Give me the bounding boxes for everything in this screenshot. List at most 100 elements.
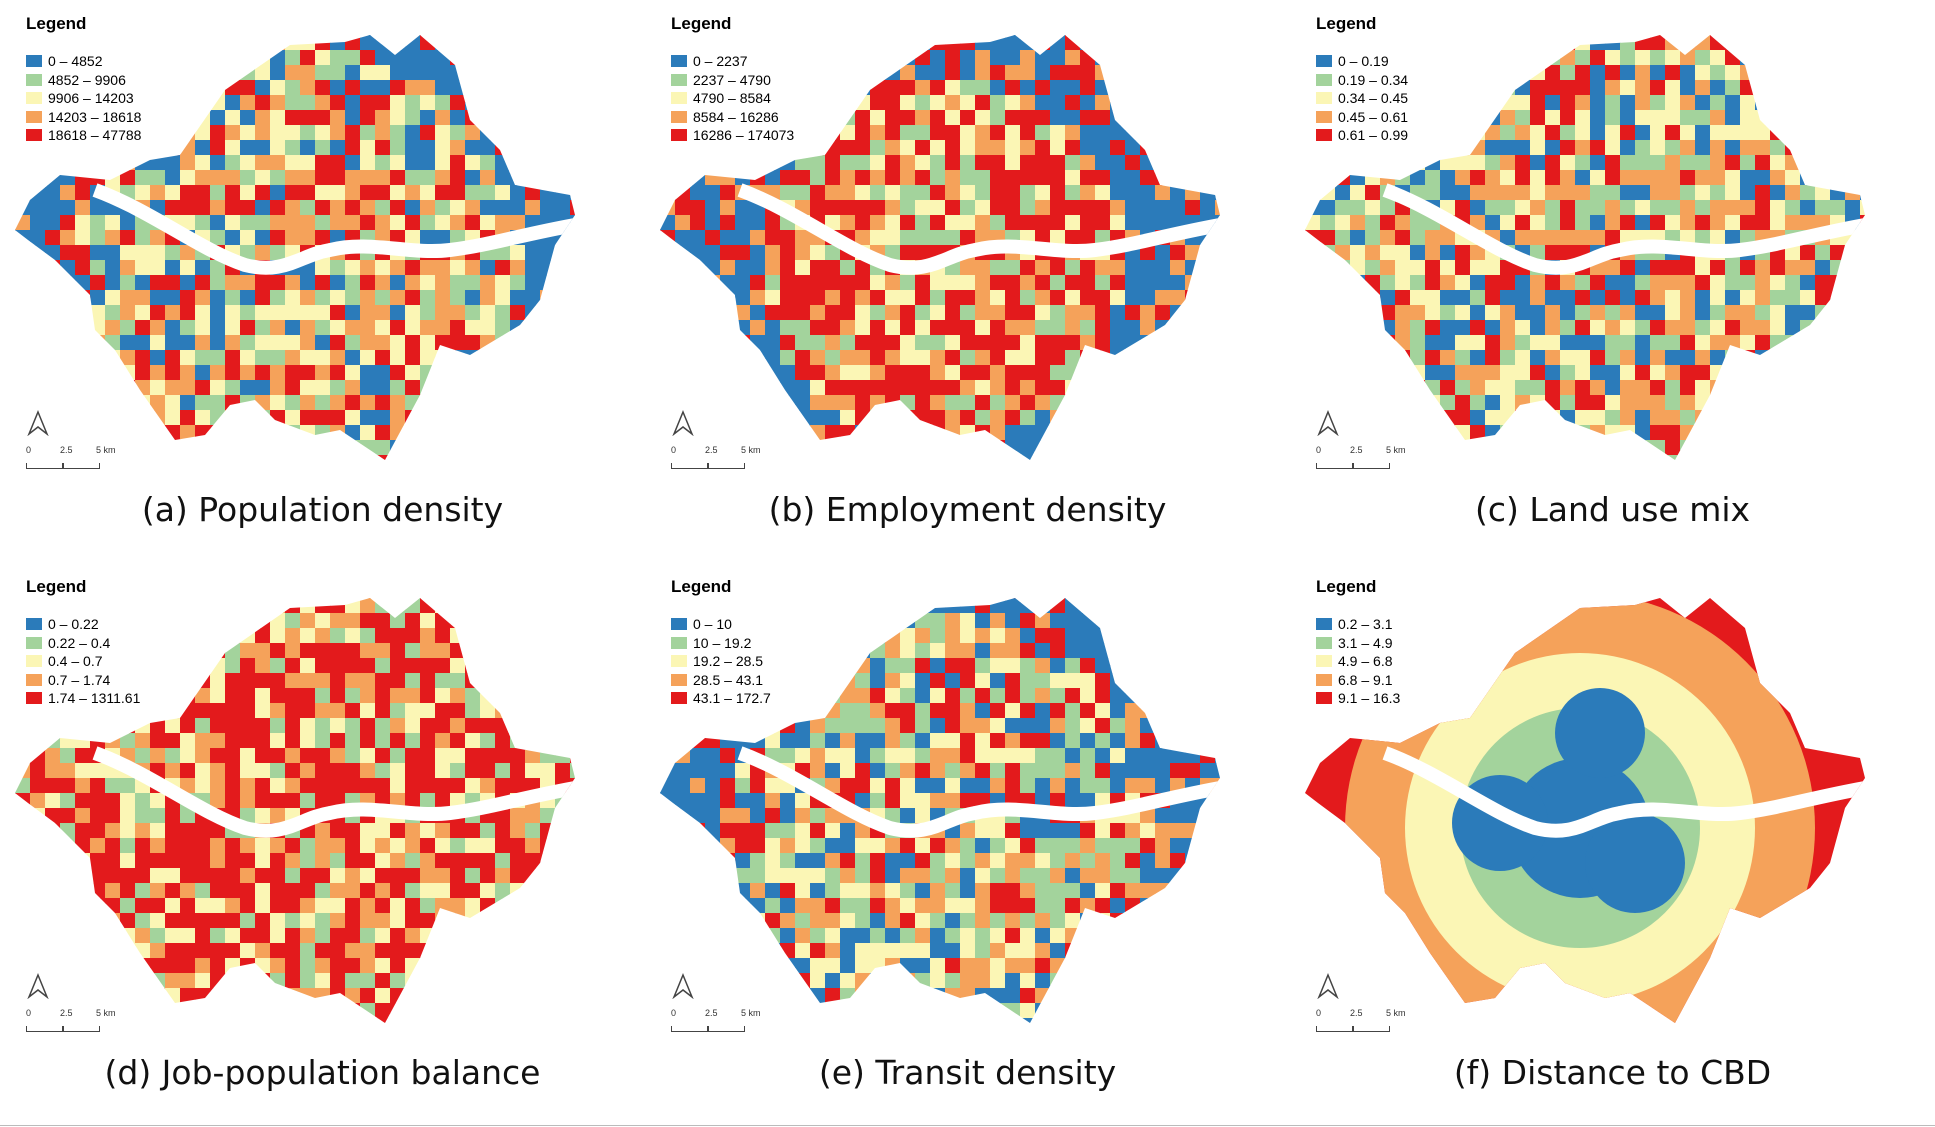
tract-cell bbox=[540, 988, 556, 1004]
tract-cell bbox=[810, 65, 826, 81]
tract-cell bbox=[975, 470, 991, 486]
tract-cell bbox=[375, 928, 391, 944]
tract-cell bbox=[405, 838, 421, 854]
tract-cell bbox=[270, 613, 286, 629]
tract-cell bbox=[705, 335, 721, 351]
tract-cell bbox=[885, 170, 901, 186]
tract-cell bbox=[1185, 410, 1201, 426]
tract-cell bbox=[720, 365, 736, 381]
tract-cell bbox=[915, 470, 931, 486]
tract-cell bbox=[120, 718, 136, 734]
tract-cell bbox=[105, 410, 121, 426]
tract-cell bbox=[1740, 350, 1756, 366]
tract-cell bbox=[1875, 155, 1891, 171]
tract-cell bbox=[1635, 320, 1651, 336]
tract-cell bbox=[165, 140, 181, 156]
han-river bbox=[1382, 183, 1865, 275]
tract-cell bbox=[315, 853, 331, 869]
tract-cell bbox=[660, 140, 661, 156]
tract-cell bbox=[30, 733, 46, 749]
tract-cell bbox=[585, 673, 601, 689]
tract-cell bbox=[1785, 455, 1801, 460]
tract-cell bbox=[45, 380, 61, 396]
tract-cell bbox=[1485, 260, 1501, 276]
tract-cell bbox=[570, 380, 575, 396]
tract-cell bbox=[375, 823, 391, 839]
tract-cell bbox=[270, 200, 286, 216]
tract-cell bbox=[930, 305, 946, 321]
tract-cell bbox=[45, 958, 61, 974]
tract-cell bbox=[975, 395, 991, 411]
tract-cell bbox=[570, 80, 575, 96]
tract-cell bbox=[1455, 350, 1471, 366]
tract-cell bbox=[315, 125, 331, 141]
tract-cell bbox=[1800, 260, 1816, 276]
tract-cell bbox=[1545, 170, 1561, 186]
tract-cell bbox=[390, 688, 406, 704]
legend-title: Legend bbox=[671, 14, 732, 33]
tract-cell bbox=[570, 35, 575, 51]
tract-cell bbox=[510, 350, 526, 366]
tract-cell bbox=[1170, 95, 1186, 111]
tract-cell bbox=[390, 470, 406, 486]
tract-cell bbox=[390, 110, 406, 126]
tract-cell bbox=[1560, 290, 1576, 306]
tract-cell bbox=[345, 898, 361, 914]
tract-cell bbox=[1575, 395, 1591, 411]
tract-cell bbox=[150, 688, 166, 704]
tract-cell bbox=[180, 35, 196, 51]
tract-cell bbox=[1200, 200, 1216, 216]
tract-cell bbox=[1785, 470, 1801, 486]
tract-cell bbox=[435, 305, 451, 321]
tract-cell bbox=[1770, 470, 1786, 486]
tract-cell bbox=[1020, 380, 1036, 396]
tract-cell bbox=[270, 170, 286, 186]
tract-cell bbox=[1800, 410, 1816, 426]
tract-cell bbox=[675, 350, 691, 366]
tract-cell bbox=[885, 245, 901, 261]
tract-cell bbox=[960, 35, 976, 36]
tract-cell bbox=[825, 35, 841, 36]
tract-cell bbox=[1050, 260, 1066, 276]
tract-cell bbox=[105, 733, 121, 749]
tract-cell bbox=[900, 230, 916, 246]
tract-cell bbox=[1065, 80, 1081, 96]
tract-cell bbox=[990, 140, 1006, 156]
tract-cell bbox=[930, 275, 946, 291]
tract-cell bbox=[900, 320, 916, 336]
tract-cell bbox=[510, 95, 526, 111]
tract-cell bbox=[450, 95, 466, 111]
tract-cell bbox=[15, 988, 16, 1004]
legend-swatch bbox=[26, 110, 42, 123]
tract-cell bbox=[1515, 365, 1531, 381]
tract-cell bbox=[15, 928, 16, 944]
tract-cell bbox=[1680, 365, 1696, 381]
tract-cell bbox=[1545, 65, 1561, 81]
tract-cell bbox=[270, 703, 286, 719]
tract-cell bbox=[390, 838, 406, 854]
tract-cell bbox=[1755, 65, 1771, 81]
tract-cell bbox=[1560, 155, 1576, 171]
tract-cell bbox=[60, 380, 76, 396]
tract-cell bbox=[1005, 455, 1021, 460]
tract-cell bbox=[165, 598, 181, 614]
tract-cell bbox=[15, 200, 31, 216]
tract-cell bbox=[375, 365, 391, 381]
tract-cell bbox=[1440, 260, 1456, 276]
tract-cell bbox=[180, 65, 196, 81]
tract-cell bbox=[135, 838, 151, 854]
tract-cell bbox=[1695, 410, 1711, 426]
tract-cell bbox=[930, 170, 946, 186]
tract-cell bbox=[510, 380, 526, 396]
tract-cell bbox=[165, 260, 181, 276]
tract-cell bbox=[285, 793, 301, 809]
tract-cell bbox=[510, 425, 526, 441]
tract-cell bbox=[1830, 395, 1846, 411]
tract-cell bbox=[1020, 440, 1036, 456]
tract-cell bbox=[510, 763, 526, 779]
tract-cell bbox=[1095, 395, 1111, 411]
tract-cell bbox=[285, 718, 301, 734]
tract-cell bbox=[195, 628, 211, 644]
tract-cell bbox=[1755, 200, 1771, 216]
tract-cell bbox=[1410, 305, 1426, 321]
